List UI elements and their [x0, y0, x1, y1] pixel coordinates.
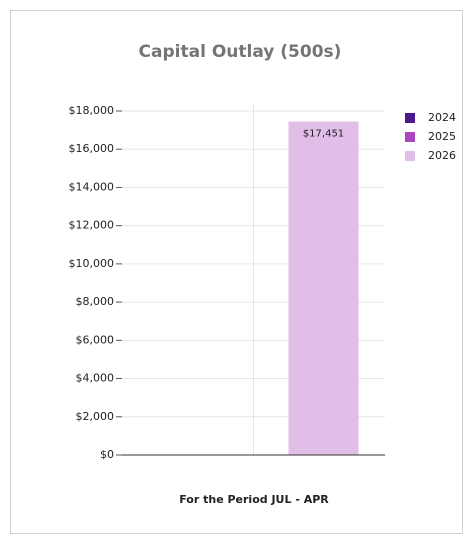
- legend-label: 2026: [428, 149, 456, 162]
- y-tick-label: $8,000: [76, 295, 115, 308]
- y-tick-label: $12,000: [69, 219, 115, 232]
- y-tick-label: $14,000: [69, 180, 115, 193]
- legend-swatch: [405, 132, 415, 142]
- y-tick-label: $18,000: [69, 104, 115, 117]
- y-tick-label: $6,000: [76, 333, 115, 346]
- y-tick-label: $4,000: [76, 372, 115, 385]
- y-tick-label: $2,000: [76, 410, 115, 423]
- y-tick-label: $16,000: [69, 142, 115, 155]
- legend-label: 2024: [428, 111, 456, 124]
- y-tick-label: $10,000: [69, 257, 115, 270]
- bar: [288, 121, 359, 455]
- chart-title: Capital Outlay (500s): [139, 42, 342, 62]
- x-axis-title: For the Period JUL - APR: [179, 493, 329, 506]
- y-tick-label: $0: [100, 448, 114, 461]
- data-label: $17,451: [303, 128, 344, 139]
- card: [10, 10, 463, 534]
- legend-label: 2025: [428, 130, 456, 143]
- legend-swatch: [405, 113, 415, 123]
- legend-swatch: [405, 151, 415, 161]
